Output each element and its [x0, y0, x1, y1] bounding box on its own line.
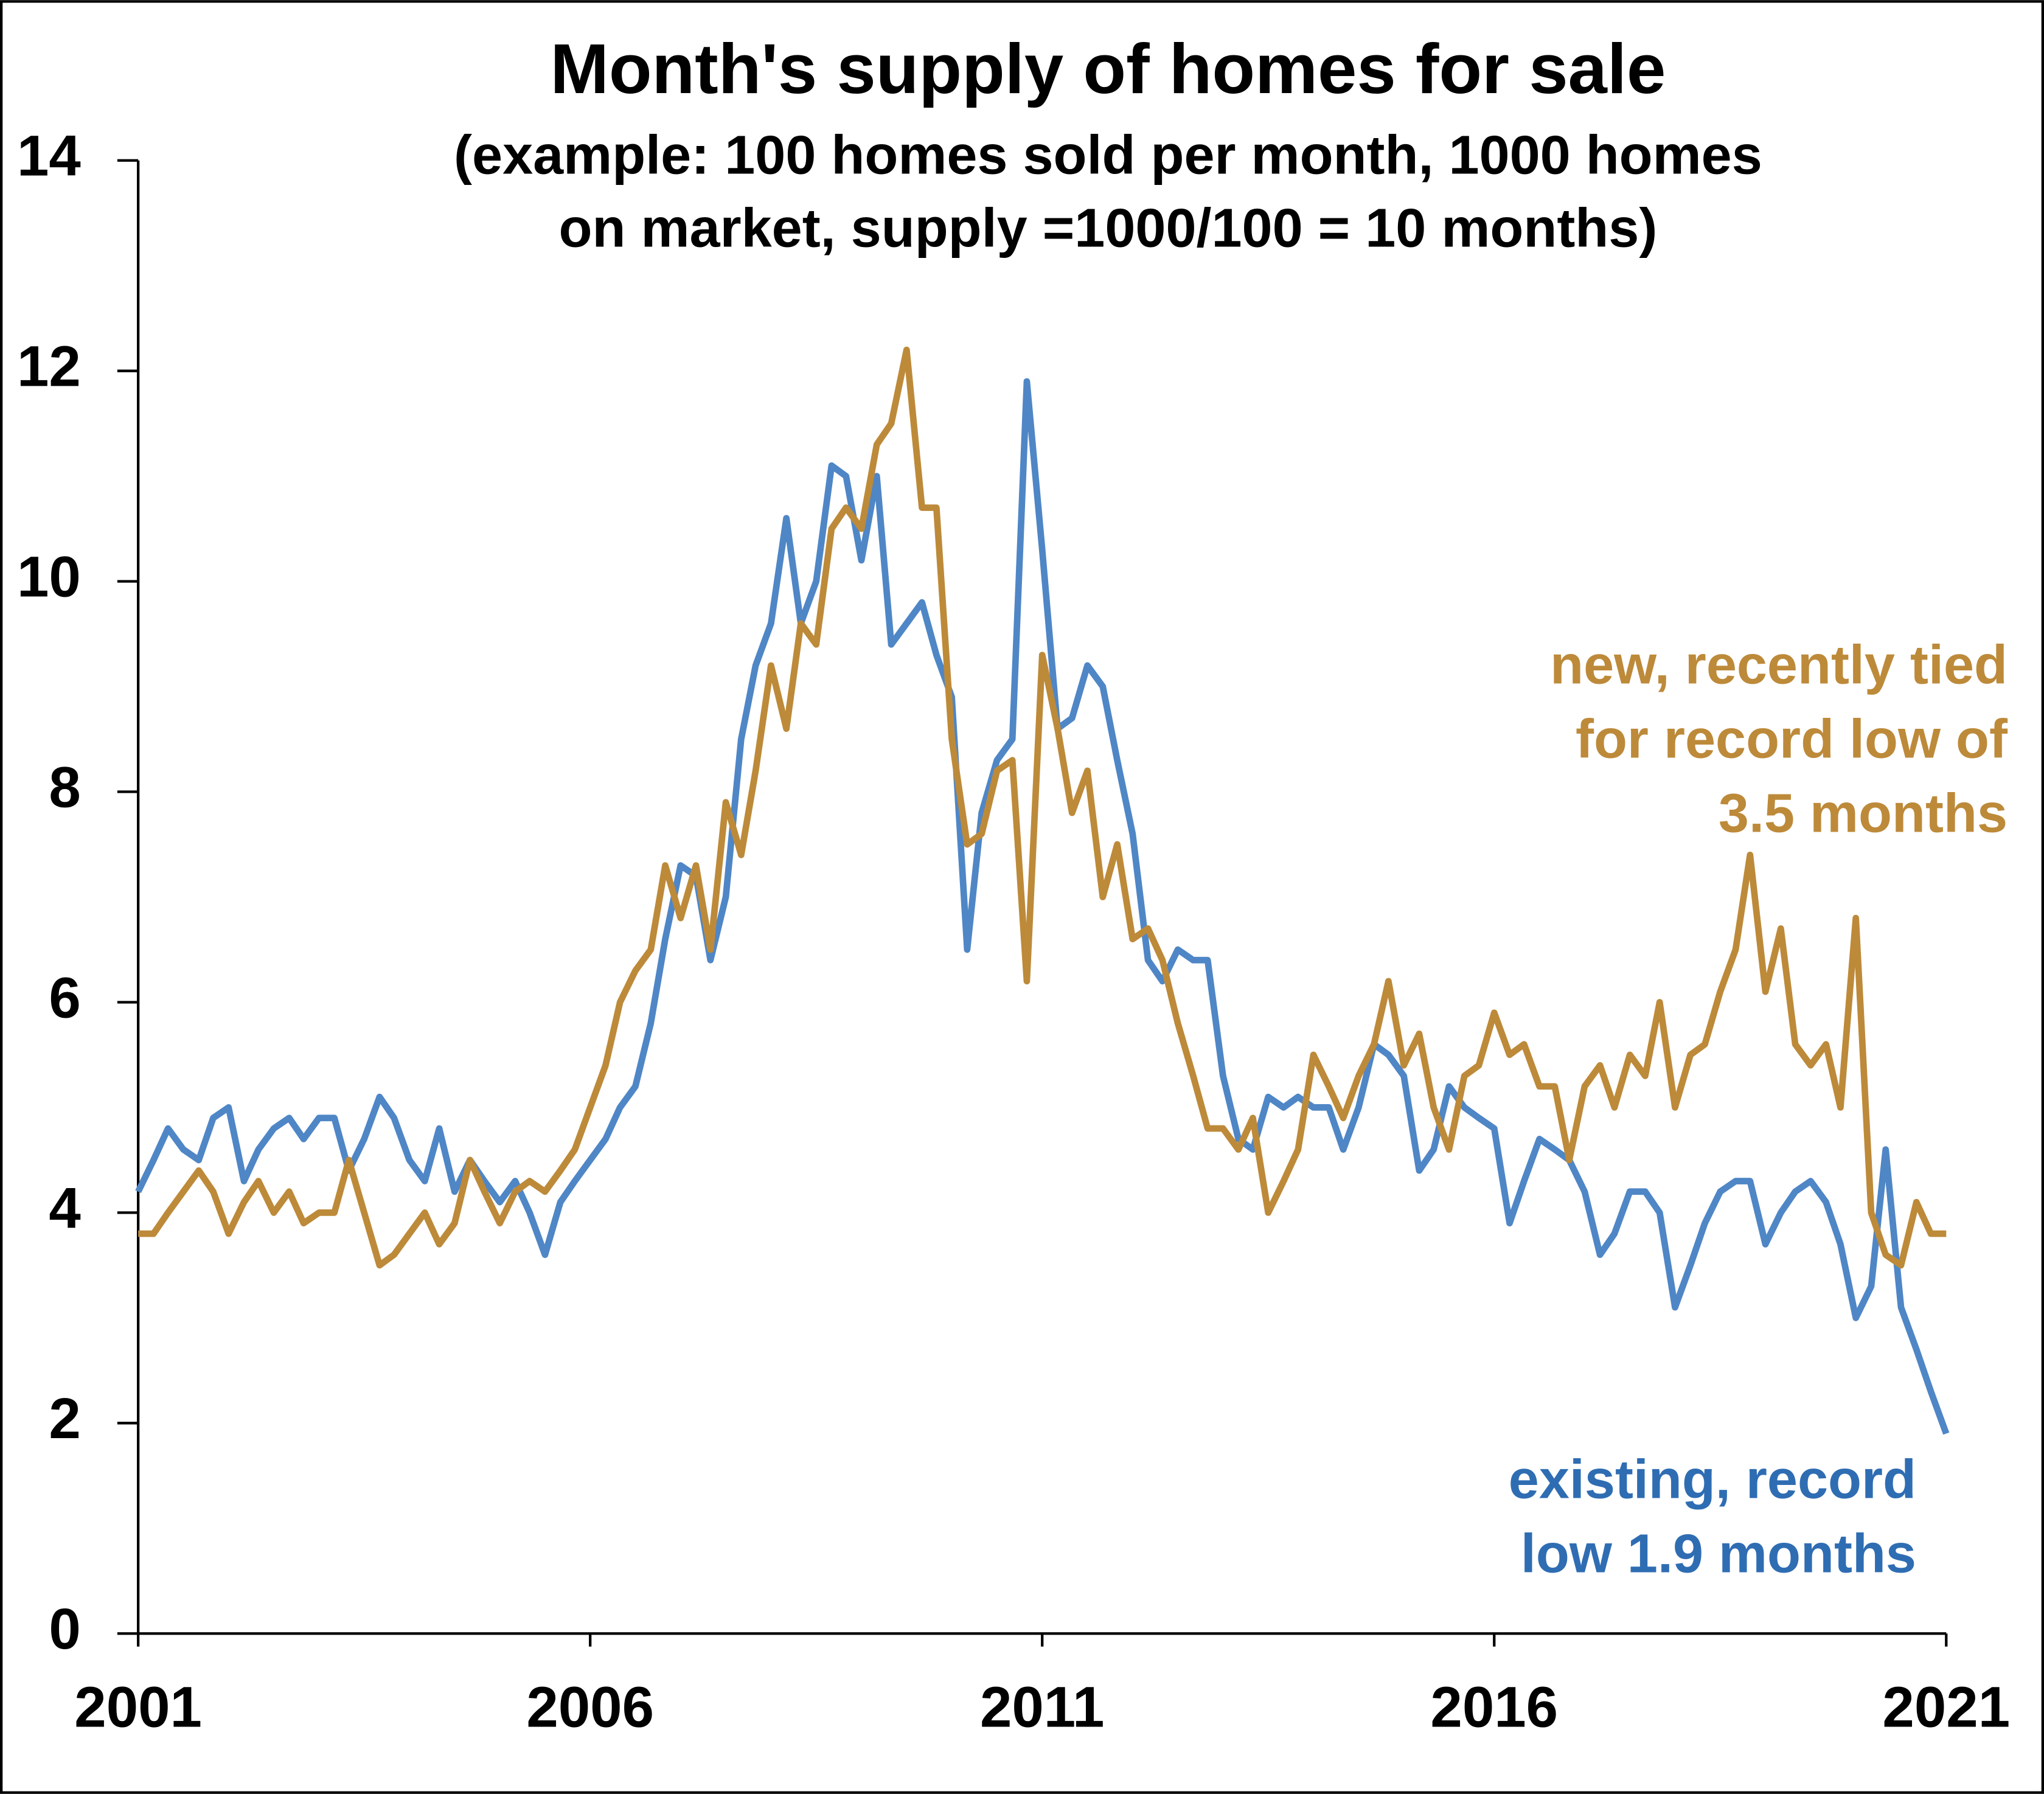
y-tick-label: 2 [49, 1386, 80, 1450]
y-tick-label: 10 [17, 545, 81, 609]
annotation: existing, record [1509, 1450, 1916, 1511]
subtitle: on market, supply =1000/100 = 10 months) [559, 198, 1658, 259]
y-tick-label: 12 [17, 335, 81, 398]
series-line [135, 378, 1950, 1435]
x-tick-label: 2006 [526, 1675, 654, 1739]
chart-title: Month's supply of homes for sale [550, 29, 1666, 108]
annotation: new, recently tied [1550, 635, 2007, 695]
x-tick-label: 2011 [980, 1675, 1105, 1739]
series-line [138, 346, 1947, 1269]
y-tick-label: 4 [49, 1176, 80, 1240]
y-tick-label: 0 [49, 1597, 80, 1661]
x-tick-label: 2021 [1882, 1675, 2010, 1739]
annotation: 3.5 months [1719, 784, 2007, 844]
subtitle: (example: 100 homes sold per month, 1000… [454, 125, 1762, 186]
annotation: for record low of [1576, 709, 2008, 770]
annotation: low 1.9 months [1521, 1524, 1916, 1585]
y-tick-label: 8 [49, 755, 80, 819]
y-tick-label: 14 [17, 124, 81, 188]
x-tick-label: 2016 [1430, 1675, 1558, 1739]
y-tick-label: 6 [49, 965, 80, 1029]
x-tick-label: 2001 [74, 1675, 202, 1739]
